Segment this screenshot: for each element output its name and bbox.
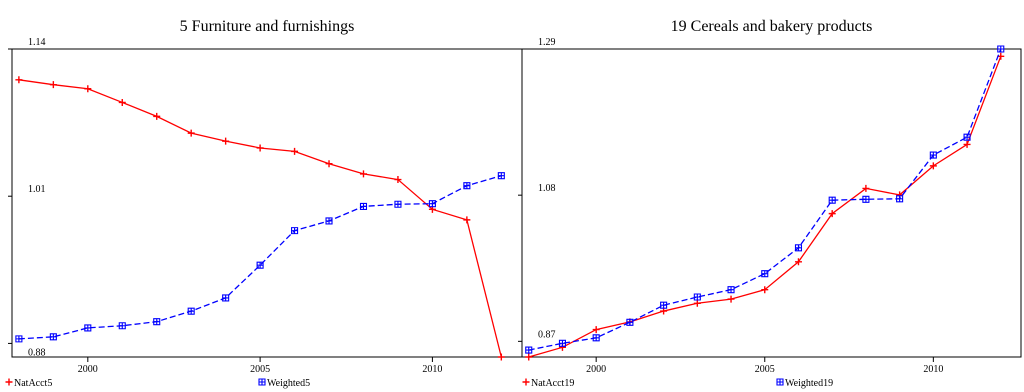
chart-title-furniture: 5 Furniture and furnishings (179, 18, 355, 35)
data-point (84, 85, 92, 93)
data-point (660, 301, 668, 309)
data-point (15, 335, 23, 343)
data-point (963, 133, 971, 141)
data-point (693, 293, 701, 301)
plot-frame (11, 48, 523, 358)
data-point (256, 144, 264, 152)
y-tick-label: 1.01 (28, 184, 46, 195)
data-point (394, 200, 402, 208)
data-point (359, 202, 368, 210)
data-point (291, 227, 299, 235)
data-point (693, 299, 701, 307)
data-point (497, 172, 505, 180)
legend-label: Weighted19 (785, 378, 833, 389)
plot-frame (521, 48, 1022, 358)
data-point (862, 184, 870, 192)
legend-marker (522, 378, 530, 386)
data-point (222, 294, 230, 302)
panel-cereals: 1.29 1.08 0.87 2000 2005 2010 NatAcct19 Weighte… (518, 37, 1022, 389)
data-point (794, 258, 802, 266)
y-tick-label: 1.29 (538, 37, 556, 48)
data-point (118, 322, 126, 330)
x-tick-label: 2010 (422, 364, 442, 375)
y-tick-label: 0.87 (538, 329, 556, 340)
data-point (929, 162, 937, 170)
legend-label: NatAcct5 (14, 378, 52, 389)
data-point (359, 170, 367, 178)
x-tick-label: 2005 (250, 364, 270, 375)
data-point (187, 129, 195, 137)
data-point (761, 270, 769, 278)
series-line-NatAcct5 (18, 79, 502, 358)
data-point (794, 244, 803, 252)
y-tick-label: 1.08 (538, 183, 556, 194)
data-point (84, 324, 92, 332)
y-tick-label: 0.88 (28, 347, 46, 358)
x-tick-label: 2000 (586, 364, 606, 375)
data-point (325, 217, 333, 225)
data-point (497, 353, 505, 361)
data-point (118, 98, 126, 106)
data-point (828, 196, 836, 204)
data-point (153, 112, 161, 120)
data-point (626, 318, 634, 326)
data-point (558, 339, 567, 347)
data-point (49, 333, 57, 341)
data-point (256, 261, 264, 269)
data-point (49, 81, 57, 89)
data-point (592, 334, 600, 342)
data-point (727, 295, 735, 303)
legend-label: Weighted5 (267, 378, 310, 389)
data-point (394, 176, 402, 184)
data-point (761, 286, 769, 294)
legend-marker (776, 378, 784, 386)
data-point (15, 76, 23, 84)
data-point (463, 182, 471, 190)
data-point (428, 200, 436, 208)
data-point (929, 151, 937, 159)
data-point (525, 346, 533, 354)
legend-marker (5, 378, 13, 386)
x-tick-label: 2005 (755, 364, 775, 375)
series-line-NatAcct19 (528, 56, 1002, 358)
data-point (291, 147, 299, 155)
x-tick-label: 2010 (923, 364, 943, 375)
data-point (727, 286, 735, 294)
series-line-Weighted19 (528, 48, 1002, 351)
data-point (592, 326, 600, 334)
chart-title-cereals: 19 Cereals and bakery products (670, 18, 873, 35)
y-tick-label: 1.14 (28, 37, 46, 48)
data-point (153, 318, 161, 326)
panel-furniture: 1.14 1.01 0.88 2000 2005 2010 NatAcct5 Weighted… (5, 37, 523, 389)
data-point (896, 195, 904, 203)
data-point (222, 137, 230, 145)
data-point (187, 307, 195, 315)
legend-label: NatAcct19 (531, 378, 574, 389)
series-line-Weighted5 (18, 175, 502, 340)
legend-marker (258, 378, 266, 386)
data-point (862, 195, 870, 203)
data-point (463, 216, 471, 224)
data-point (963, 140, 971, 148)
data-point (525, 353, 533, 361)
data-point (997, 45, 1005, 53)
data-point (828, 210, 836, 218)
data-point (325, 160, 333, 168)
x-tick-label: 2000 (78, 364, 98, 375)
